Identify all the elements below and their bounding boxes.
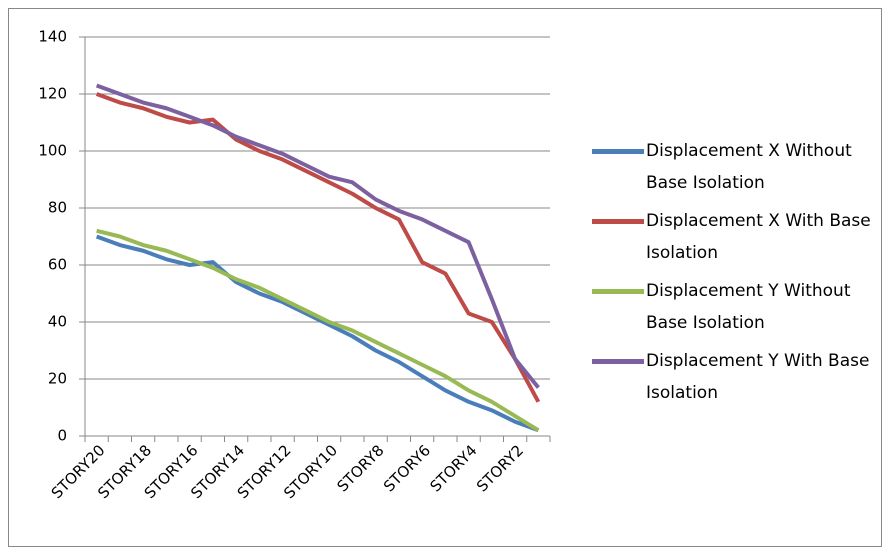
y-tick-label: 120 (38, 85, 67, 103)
legend-label: Displacement Y Without Base Isolation (646, 281, 851, 333)
legend-label: Displacement X With Base Isolation (646, 211, 871, 263)
data-line (95, 83, 540, 389)
legend-label: Displacement X Without Base Isolation (646, 141, 852, 193)
legend-swatch (592, 289, 644, 294)
legend-swatch (592, 149, 644, 154)
legend-swatch (592, 359, 644, 364)
data-line (95, 92, 541, 403)
legend-entry: Displacement Y Without Base Isolation (590, 275, 880, 339)
legend: Displacement X Without Base Isolation Dis… (590, 135, 880, 415)
legend-entry: Displacement X With Base Isolation (590, 205, 880, 269)
y-tick-label: 60 (48, 256, 67, 274)
data-line (96, 228, 540, 433)
y-tick-label: 20 (48, 370, 67, 388)
y-tick-label: 80 (48, 199, 67, 217)
data-line (95, 234, 540, 433)
legend-label: Displacement Y With Base Isolation (646, 351, 870, 403)
y-tick-label: 0 (57, 427, 67, 445)
chart-border (8, 8, 882, 547)
y-tick-label: 140 (38, 28, 67, 46)
legend-swatch (592, 219, 644, 224)
y-tick-label: 40 (48, 313, 67, 331)
legend-entry: Displacement X Without Base Isolation (590, 135, 880, 199)
legend-entry: Displacement Y With Base Isolation (590, 345, 880, 409)
y-tick-label: 100 (38, 142, 67, 160)
